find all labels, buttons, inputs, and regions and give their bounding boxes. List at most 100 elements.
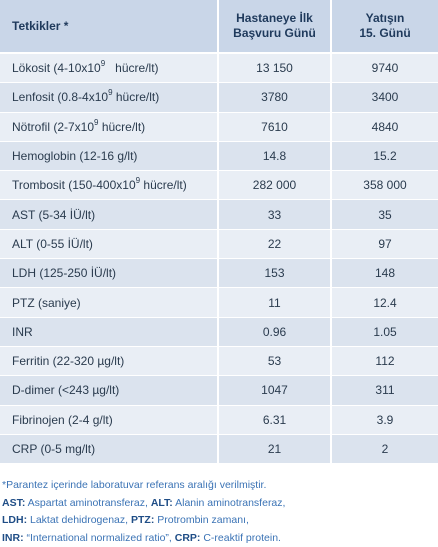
test-name: LDH (125-250 İÜ/lt) [12, 266, 117, 281]
abbr-ast-text: Aspartat aminotransferaz, [25, 496, 151, 509]
table-row: D-dimer (<243 µg/lt) 1047 311 [0, 375, 438, 406]
abbr-ptz: PTZ: [131, 514, 155, 527]
day15-value: 148 [330, 258, 438, 289]
table-row: ALT (0-55 İÜ/lt) 22 97 [0, 229, 438, 260]
day15-value: 9740 [330, 53, 438, 84]
header-admission-line1: Hastaneye İlk [236, 11, 313, 25]
admission-value: 22 [217, 229, 331, 260]
footnote-reference-range: *Parantez içerinde laboratuvar referans … [2, 479, 267, 492]
test-name: D-dimer (<243 µg/lt) [12, 383, 120, 398]
abbr-alt: ALT: [150, 496, 173, 509]
test-name: Lökosit (4-10x10 [12, 61, 101, 76]
test-name-cell: Lökosit (4-10x109 hücre/lt) [0, 53, 218, 84]
test-unit: hücre/lt) [140, 178, 187, 193]
abbr-ldh: LDH: [2, 514, 28, 527]
abbr-alt-text: Alanin aminotransferaz, [172, 496, 286, 509]
day15-value: 3400 [330, 82, 438, 113]
table-row: Hemoglobin (12-16 g/lt) 14.8 15.2 [0, 141, 438, 172]
test-name: AST (5-34 İÜ/lt) [12, 207, 96, 222]
test-name: PTZ (saniye) [12, 295, 81, 310]
admission-value: 0.96 [217, 317, 331, 347]
test-name-cell: CRP (0-5 mg/lt) [0, 434, 218, 465]
abbr-inr-text: “International normalized ratio”, [23, 531, 175, 544]
test-name-cell: Lenfosit (0.8-4x109 hücre/lt) [0, 82, 218, 113]
test-name: INR [12, 324, 33, 339]
footnote-ldh-ptz: LDH: Laktat dehidrogenaz, PTZ: Protrombi… [2, 512, 438, 530]
test-name-cell: ALT (0-55 İÜ/lt) [0, 229, 218, 260]
day15-value: 358 000 [330, 170, 438, 201]
admission-value: 282 000 [217, 170, 331, 201]
test-name-cell: Hemoglobin (12-16 g/lt) [0, 141, 218, 172]
test-name-cell: Fibrinojen (2-4 g/lt) [0, 405, 218, 435]
test-name: Hemoglobin (12-16 g/lt) [12, 149, 138, 164]
table-row: Trombosit (150-400x109 hücre/lt) 282 000 3… [0, 170, 438, 201]
footnote-inr-crp: INR: “International normalized ratio”, C… [2, 530, 438, 547]
abbr-crp-text: C-reaktif protein. [200, 531, 281, 544]
table-row: INR 0.96 1.05 [0, 317, 438, 347]
day15-value: 2 [330, 434, 438, 465]
test-name: Trombosit (150-400x10 [12, 178, 136, 193]
header-tests: Tetkikler * [0, 0, 218, 54]
table-header-row: Tetkikler * Hastaneye İlk Başvuru Günü Y… [0, 0, 438, 54]
day15-value: 3.9 [330, 405, 438, 435]
exponent: 9 [108, 88, 113, 98]
table-row: Ferritin (22-320 µg/lt) 53 112 [0, 346, 438, 377]
admission-value: 21 [217, 434, 331, 465]
lab-results-table: Tetkikler * Hastaneye İlk Başvuru Günü Y… [0, 0, 438, 465]
footnote-ast-alt: AST: Aspartat aminotransferaz, ALT: Alan… [2, 495, 438, 513]
test-name: CRP (0-5 mg/lt) [12, 442, 96, 456]
table-footnotes: *Parantez içerinde laboratuvar referans … [0, 477, 438, 547]
header-day-15: Yatışın 15. Günü [330, 0, 438, 54]
table-row: AST (5-34 İÜ/lt) 33 35 [0, 199, 438, 230]
day15-value: 4840 [330, 112, 438, 142]
test-unit: hücre/lt) [98, 119, 146, 134]
abbr-crp: CRP: [174, 531, 201, 544]
test-name-cell: Ferritin (22-320 µg/lt) [0, 346, 218, 377]
test-name-cell: Nötrofil (2-7x109 hücre/lt) [0, 112, 218, 142]
test-name: Ferritin (22-320 µg/lt) [12, 354, 125, 369]
abbr-ast: AST: [2, 496, 26, 509]
day15-value: 97 [330, 229, 438, 260]
exponent: 9 [135, 176, 141, 186]
admission-value: 33 [217, 199, 331, 230]
table-row: CRP (0-5 mg/lt) 21 2 [0, 434, 438, 465]
table-row: Lenfosit (0.8-4x109 hücre/lt) 3780 3400 [0, 82, 438, 113]
exponent: 9 [100, 59, 106, 69]
test-name: Fibrinojen (2-4 g/lt) [12, 412, 113, 427]
table-row: LDH (125-250 İÜ/lt) 153 148 [0, 258, 438, 289]
abbr-ldh-text: Laktat dehidrogenaz, [27, 514, 131, 527]
day15-value: 1.05 [330, 317, 438, 347]
header-admission-line2: Başvuru Günü [233, 26, 316, 40]
day15-value: 35 [330, 199, 438, 230]
test-name: Nötrofil (2-7x10 [12, 119, 95, 134]
admission-value: 53 [217, 346, 331, 377]
admission-value: 13 150 [217, 53, 331, 84]
admission-value: 14.8 [217, 141, 331, 172]
admission-value: 1047 [217, 375, 331, 406]
test-name: ALT (0-55 İÜ/lt) [12, 236, 93, 251]
table-row: Lökosit (4-10x109 hücre/lt) 13 150 9740 [0, 53, 438, 84]
admission-value: 153 [217, 258, 331, 289]
header-admission-day: Hastaneye İlk Başvuru Günü [217, 0, 331, 54]
table-row: Nötrofil (2-7x109 hücre/lt) 7610 4840 [0, 112, 438, 142]
admission-value: 7610 [217, 112, 331, 142]
day15-value: 12.4 [330, 287, 438, 318]
test-unit: hücre/lt) [105, 61, 159, 76]
admission-value: 3780 [217, 82, 331, 113]
test-unit: hücre/lt) [112, 90, 160, 105]
day15-value: 15.2 [330, 141, 438, 172]
table-row: Fibrinojen (2-4 g/lt) 6.31 3.9 [0, 405, 438, 435]
test-name-cell: AST (5-34 İÜ/lt) [0, 199, 218, 230]
test-name-cell: D-dimer (<243 µg/lt) [0, 375, 218, 406]
test-name-cell: INR [0, 317, 218, 347]
day15-value: 112 [330, 346, 438, 377]
abbr-inr: INR: [2, 531, 24, 544]
abbr-ptz-text: Protrombin zamanı, [154, 514, 249, 527]
exponent: 9 [94, 117, 99, 127]
day15-value: 311 [330, 375, 438, 406]
header-day15-line1: Yatışın [365, 11, 405, 25]
header-day15-line2: 15. Günü [359, 26, 411, 40]
admission-value: 11 [217, 287, 331, 318]
test-name-cell: PTZ (saniye) [0, 287, 218, 318]
